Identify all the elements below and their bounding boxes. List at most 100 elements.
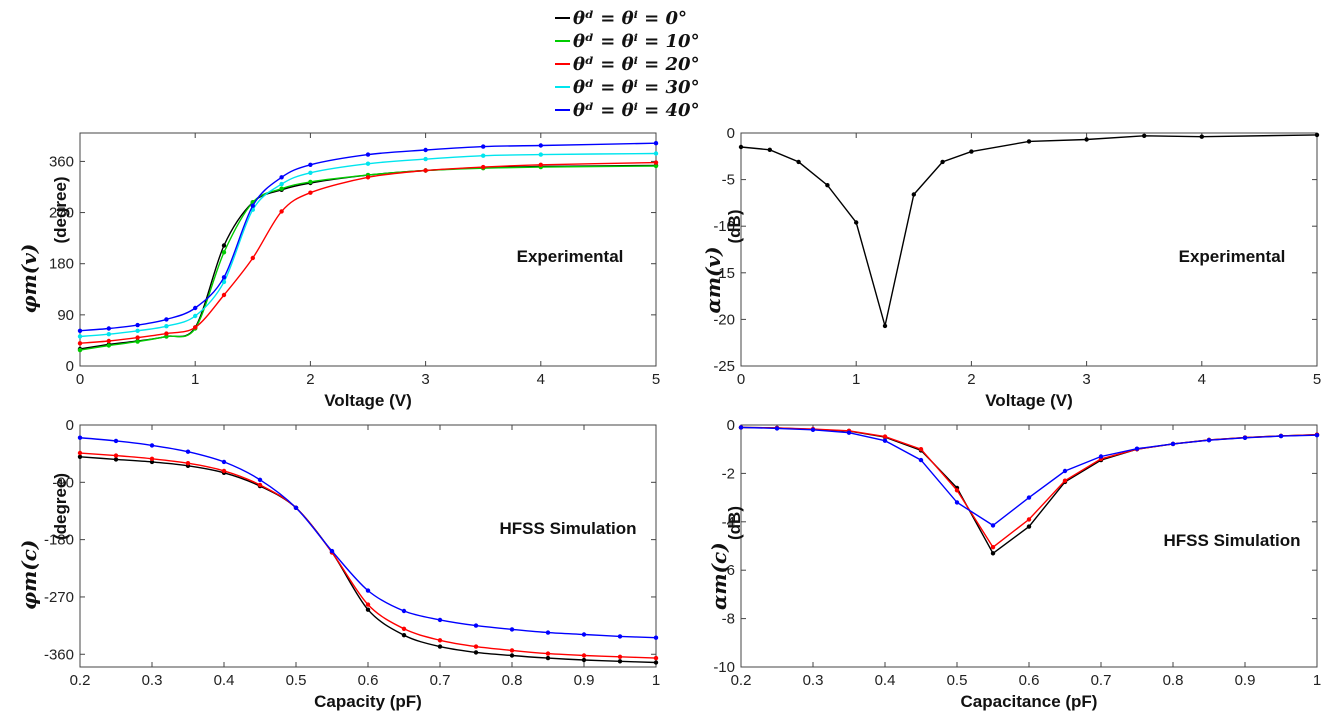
data-point <box>538 162 543 167</box>
data-point <box>1206 438 1212 443</box>
data-point <box>135 335 140 340</box>
y-tick-label: -10 <box>713 659 735 676</box>
data-point <box>969 149 974 154</box>
x-tick-label: 0 <box>737 371 745 388</box>
data-point <box>329 548 335 554</box>
data-point <box>617 659 623 664</box>
data-point <box>538 152 543 157</box>
data-point <box>401 633 407 638</box>
data-point <box>77 450 83 456</box>
x-axis-label: Capacitance (pF) <box>961 692 1098 711</box>
y-tick-label: 90 <box>57 307 74 324</box>
data-point <box>473 623 479 628</box>
y-tick-label: 0 <box>727 125 735 142</box>
data-point <box>257 477 263 482</box>
data-point <box>149 443 155 448</box>
data-point <box>106 343 112 348</box>
data-point <box>106 338 112 344</box>
y-axis-unit: (dB) <box>725 210 744 244</box>
legend: θᵈ = θⁱ = 0°θᵈ = θⁱ = 10°θᵈ = θⁱ = 20°θᵈ… <box>555 8 700 121</box>
data-point <box>77 435 83 440</box>
data-point <box>221 250 227 255</box>
data-point <box>164 317 169 322</box>
data-point <box>545 630 551 635</box>
data-point <box>1199 134 1205 139</box>
data-point <box>365 175 371 180</box>
data-point <box>221 243 227 248</box>
data-point <box>113 438 119 444</box>
data-point <box>911 192 916 197</box>
data-point <box>423 147 428 153</box>
data-point <box>1062 478 1068 483</box>
y-axis-unit: (dB) <box>725 506 744 540</box>
data-point <box>257 482 263 488</box>
x-tick-label: 1 <box>191 371 199 388</box>
y-tick-label: 180 <box>49 256 74 273</box>
data-point <box>221 459 227 465</box>
data-point <box>810 427 816 432</box>
y-tick-label: -25 <box>713 358 735 375</box>
y-axis-unit: (degree) <box>51 176 70 243</box>
x-tick-label: 0.4 <box>214 672 235 689</box>
y-tick-label: 270 <box>49 205 74 222</box>
data-point <box>617 634 623 639</box>
data-point <box>1026 495 1032 500</box>
data-point <box>164 324 169 329</box>
data-point <box>149 456 155 461</box>
y-tick-label: -180 <box>44 532 74 549</box>
data-point <box>423 156 428 162</box>
chart-annotation: Experimental <box>1179 247 1286 266</box>
data-point <box>164 331 169 336</box>
y-tick-label: -5 <box>722 172 735 189</box>
data-point <box>954 488 960 493</box>
amplitude-simulation-chart: 0.2 0.3 0.4 0.5 0.6 0.7 0.8 0.9 1 0 -2 -4 -6 -8 -10 Cap… <box>707 417 1321 711</box>
x-tick-label: 0.2 <box>731 672 752 689</box>
data-point <box>509 648 515 653</box>
y-tick-label: -4 <box>722 514 735 531</box>
x-tick-label: 4 <box>1198 371 1206 388</box>
data-point <box>990 545 996 550</box>
data-point <box>738 425 744 430</box>
data-point <box>437 644 443 649</box>
x-tick-label: 0.3 <box>142 672 163 689</box>
series-line <box>741 134 1318 327</box>
data-point <box>545 655 551 661</box>
data-point <box>653 635 659 640</box>
data-point <box>653 660 659 665</box>
x-tick-label: 0.7 <box>430 672 451 689</box>
chart-annotation: HFSS Simulation <box>1164 531 1301 550</box>
data-point <box>149 459 155 465</box>
data-point <box>135 328 140 333</box>
data-point <box>473 644 479 649</box>
legend-entry-label: θᵈ = θⁱ = 10° <box>573 31 700 52</box>
data-point <box>135 339 140 344</box>
data-point <box>1098 454 1104 459</box>
y-axis-label: φm(c) <box>17 540 41 610</box>
data-point <box>113 457 119 462</box>
chart-annotation: HFSS Simulation <box>500 519 637 538</box>
data-point <box>1026 524 1032 529</box>
data-point <box>738 144 744 150</box>
data-point <box>653 160 659 165</box>
data-point <box>481 144 486 149</box>
data-point <box>279 186 284 191</box>
data-point <box>193 305 198 311</box>
x-tick-label: 4 <box>537 371 545 388</box>
data-point <box>308 190 313 195</box>
data-point <box>221 468 227 474</box>
y-tick-label: -15 <box>713 265 735 282</box>
data-point <box>221 292 227 298</box>
x-tick-label: 0.9 <box>1235 672 1256 689</box>
y-tick-label: 360 <box>49 153 74 170</box>
x-tick-label: 0.6 <box>1019 672 1040 689</box>
data-point <box>106 326 112 331</box>
data-point <box>77 347 83 353</box>
y-tick-label: -360 <box>44 646 74 663</box>
x-tick-label: 3 <box>421 371 429 388</box>
y-axis-label: φm(v) <box>17 244 41 314</box>
data-point <box>581 653 587 658</box>
y-tick-label: -6 <box>722 562 735 579</box>
phase-experimental-chart: 0 1 2 3 4 5 0 90 180 270 360 Voltage (V) φm(v) (degre… <box>17 132 660 410</box>
data-point <box>1314 433 1320 438</box>
x-tick-label: 5 <box>1313 371 1321 388</box>
